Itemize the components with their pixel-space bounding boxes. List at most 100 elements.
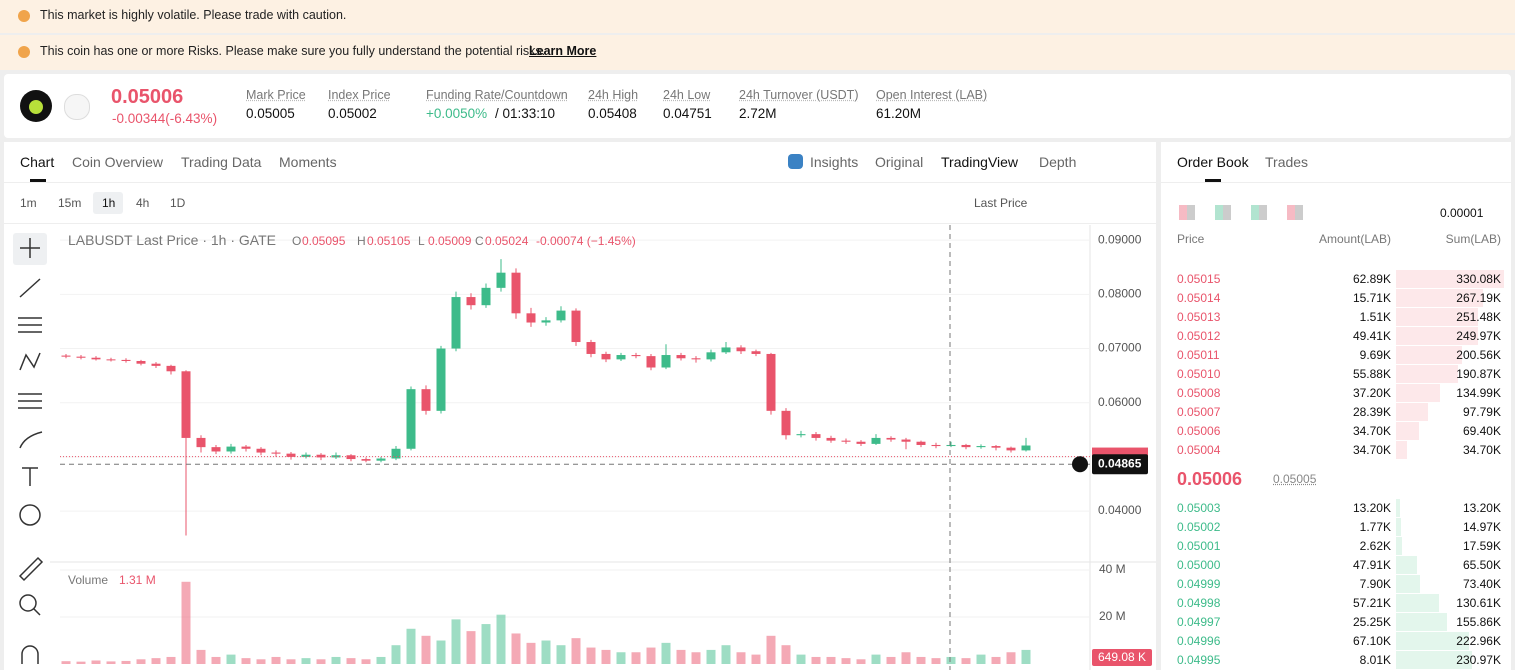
volume-bar xyxy=(391,645,401,664)
chart-legend-title: LABUSDT Last Price · 1h · GATE xyxy=(68,232,276,248)
candle-body xyxy=(556,310,566,321)
volume-bar xyxy=(451,619,461,664)
candle-body xyxy=(661,355,671,368)
volume-bar xyxy=(616,652,626,664)
interval[interactable]: 4h xyxy=(136,196,150,210)
depth-bar xyxy=(1396,556,1418,574)
depth-bar xyxy=(1396,346,1462,364)
ohlc-value: 0.05024 xyxy=(485,234,529,248)
ticker-card xyxy=(4,74,1511,138)
volume-bar xyxy=(931,658,941,664)
mark-price: 0.05005 xyxy=(1273,472,1317,486)
volume-bar xyxy=(646,647,656,664)
candle-body xyxy=(736,347,746,352)
row-price: 0.05001 xyxy=(1177,539,1221,553)
depth-bar xyxy=(1396,441,1408,459)
view-tab[interactable]: Insights xyxy=(810,154,859,170)
volume-bar xyxy=(991,656,1001,664)
orderbook-header: Amount(LAB) xyxy=(1318,232,1391,246)
crosshair-volume: 649.08 K xyxy=(1098,650,1146,664)
candle-body xyxy=(691,358,701,360)
view-tab[interactable]: TradingView xyxy=(941,154,1019,170)
candle-body xyxy=(76,356,86,358)
chart-tab[interactable]: Moments xyxy=(279,154,337,170)
candle-body xyxy=(1006,447,1016,451)
stat-value: 0.05408 xyxy=(588,106,637,121)
row-sum: 130.61K xyxy=(1456,596,1501,610)
row-sum: 155.86K xyxy=(1456,615,1501,629)
view-tab[interactable]: Original xyxy=(875,154,924,170)
orderbook-header: Price xyxy=(1177,232,1205,246)
candle-body xyxy=(346,455,356,460)
volume-bar xyxy=(226,654,236,664)
candle-body xyxy=(916,441,926,445)
depth-bar xyxy=(1396,537,1402,555)
volume-bar xyxy=(106,661,116,664)
stat-label: 24h Turnover (USDT) xyxy=(739,88,859,102)
volume-bar xyxy=(166,656,176,664)
row-price: 0.05002 xyxy=(1177,520,1221,534)
candle-body xyxy=(496,272,506,288)
row-sum: 200.56K xyxy=(1456,348,1501,362)
interval[interactable]: 1D xyxy=(170,196,186,210)
row-amount: 67.10K xyxy=(1352,634,1391,648)
row-price: 0.04996 xyxy=(1177,634,1221,648)
depth-bar xyxy=(1396,575,1421,593)
warning-icon xyxy=(18,10,30,22)
row-price: 0.05015 xyxy=(1177,272,1221,286)
stat-label: Index Price xyxy=(328,88,391,102)
ohlc-value: 0.05009 xyxy=(428,234,472,248)
candle-body xyxy=(136,360,146,364)
candle-body xyxy=(301,454,311,457)
candle-body xyxy=(91,357,101,360)
candle-body xyxy=(811,434,821,438)
row-amount: 49.41K xyxy=(1352,329,1391,343)
volume-bar xyxy=(211,656,221,664)
candle-body xyxy=(676,355,686,359)
ohlc-label: H xyxy=(357,234,366,248)
divider xyxy=(1161,182,1511,183)
crosshair-price: 0.04865 xyxy=(1098,456,1142,470)
ohlc-label: L xyxy=(418,234,425,248)
interval[interactable]: 1h xyxy=(102,196,116,210)
volume-bar xyxy=(286,659,296,664)
chart-tab[interactable]: Coin Overview xyxy=(72,154,164,170)
row-amount: 8.01K xyxy=(1359,653,1391,667)
candle-body xyxy=(946,444,956,447)
interval[interactable]: 15m xyxy=(58,196,82,210)
divider xyxy=(4,182,1156,183)
row-amount: 7.90K xyxy=(1359,577,1391,591)
precision-select: 0.00001 xyxy=(1440,206,1484,220)
volume-tick-label: 20 M xyxy=(1099,609,1126,623)
coin-logo-dot xyxy=(29,100,43,114)
candle-body xyxy=(616,355,626,360)
row-amount: 47.91K xyxy=(1352,558,1391,572)
orderbook-tab[interactable]: Order Book xyxy=(1177,154,1249,170)
orderbook-tab[interactable]: Trades xyxy=(1265,154,1309,170)
stat-value: 0.05002 xyxy=(328,106,377,121)
view-tab[interactable]: Depth xyxy=(1039,154,1077,170)
chart-tab[interactable]: Chart xyxy=(20,154,55,170)
orderbook-panel xyxy=(1161,142,1511,670)
volume-bar xyxy=(256,659,266,664)
volume-bar xyxy=(691,652,701,664)
candle-body xyxy=(766,353,776,411)
tab-underline xyxy=(30,179,46,182)
depth-bar xyxy=(1396,518,1401,536)
row-amount: 2.62K xyxy=(1359,539,1391,553)
y-tick-label: 0.04000 xyxy=(1098,503,1142,517)
learn-more-link[interactable]: Learn More xyxy=(529,44,597,58)
interval[interactable]: 1m xyxy=(20,196,37,210)
stat-label: Funding Rate/Countdown xyxy=(426,88,568,102)
candle-body xyxy=(511,272,521,314)
volume-bar xyxy=(766,635,776,664)
candle-body xyxy=(376,458,386,461)
funding-countdown: / 01:33:10 xyxy=(495,106,556,121)
volume-bar xyxy=(466,631,476,664)
depth-bar xyxy=(1396,327,1478,345)
chart-tab[interactable]: Trading Data xyxy=(181,154,262,170)
volume-bar xyxy=(406,628,416,664)
ohlc-value: 0.05095 xyxy=(302,234,346,248)
row-sum: 222.96K xyxy=(1456,634,1501,648)
